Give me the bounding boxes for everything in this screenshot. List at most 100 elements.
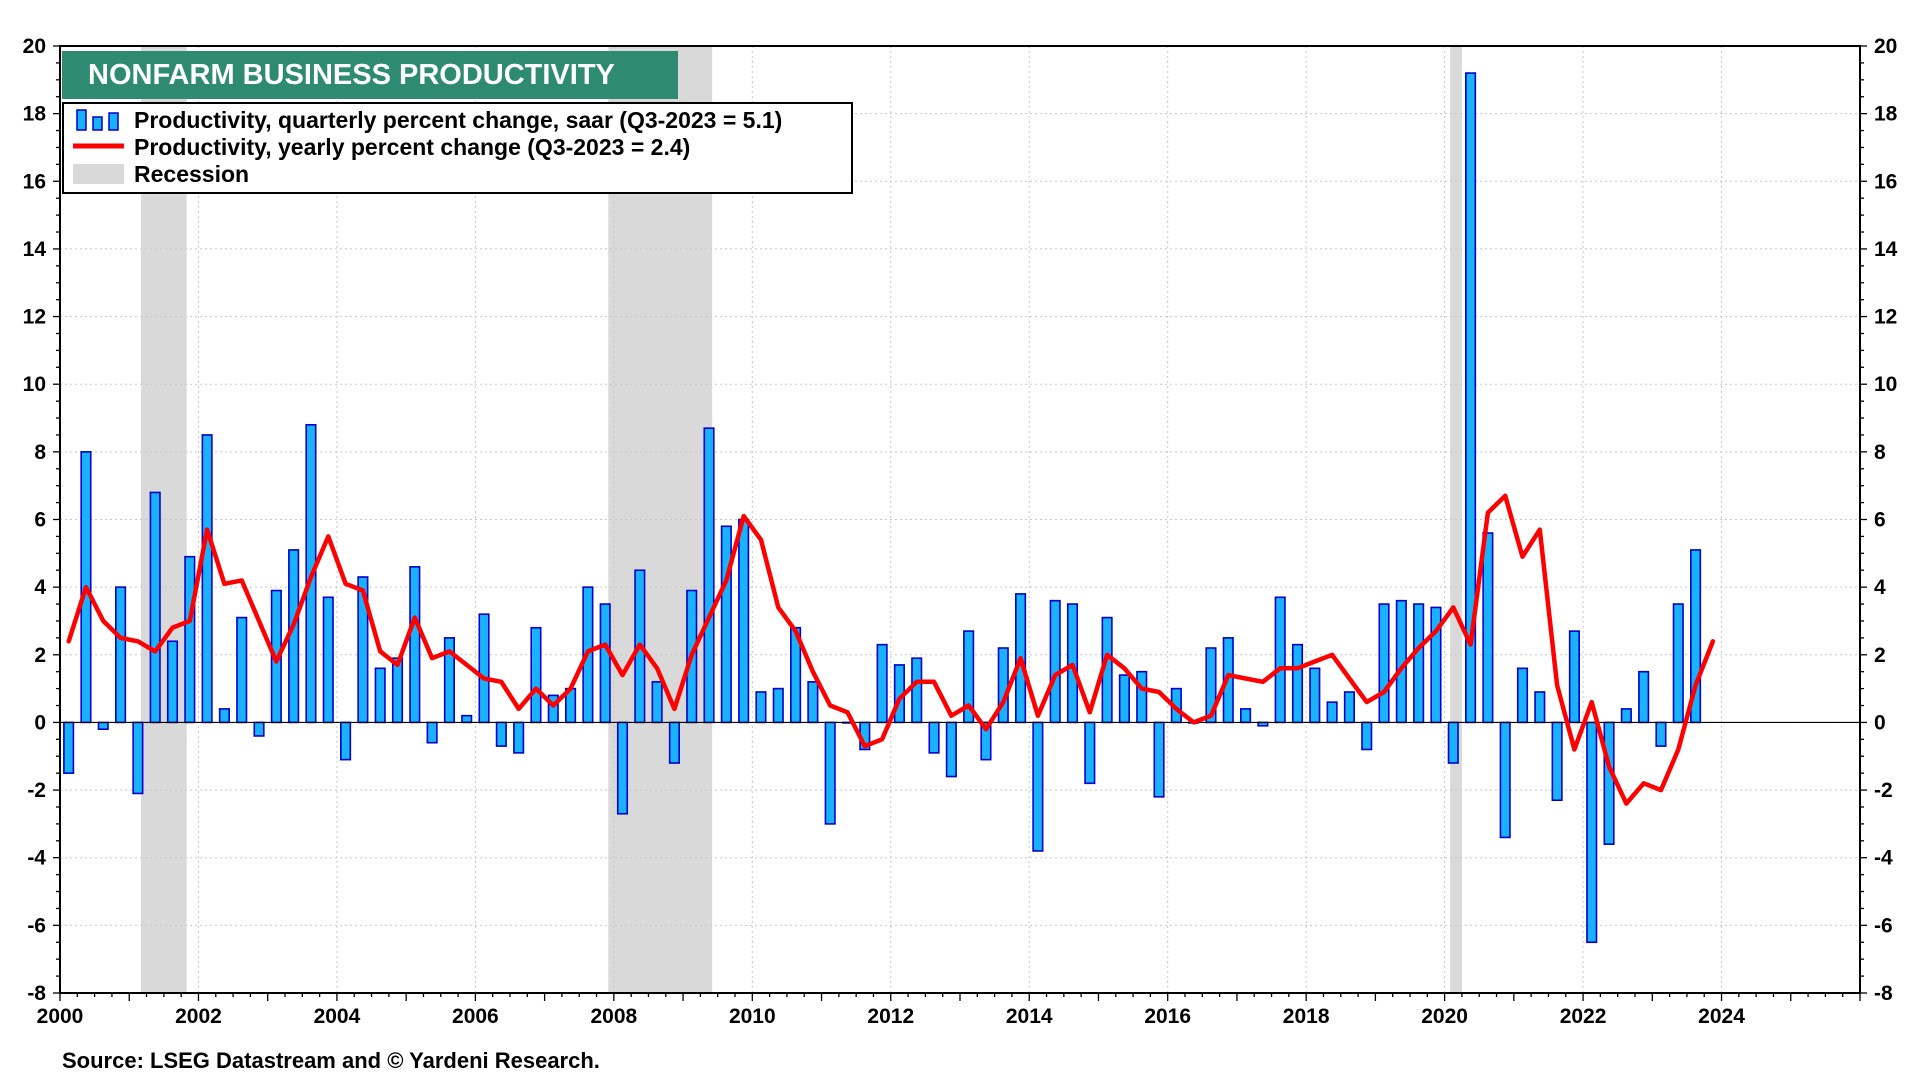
y-tick-label-right: 8 xyxy=(1874,441,1886,464)
bar xyxy=(478,613,490,724)
yearly-change-line xyxy=(66,493,1716,806)
bar xyxy=(218,708,230,724)
bar xyxy=(824,721,836,825)
bar xyxy=(651,681,663,724)
bar xyxy=(1240,708,1252,724)
bar xyxy=(530,626,542,724)
bar xyxy=(807,681,819,724)
x-tick-label: 2020 xyxy=(1421,1005,1468,1028)
bar xyxy=(391,657,404,724)
bar xyxy=(1638,670,1650,724)
bar xyxy=(1274,596,1286,724)
bar xyxy=(720,525,732,724)
bar xyxy=(374,667,386,724)
bar xyxy=(772,687,784,724)
bar xyxy=(149,491,161,724)
x-tick-label: 2014 xyxy=(1006,1005,1053,1028)
bar xyxy=(253,721,265,737)
bar xyxy=(1447,721,1459,764)
legend-box xyxy=(62,102,853,194)
y-tick-label-left: -8 xyxy=(27,982,46,1005)
y-tick-label-left: 18 xyxy=(23,103,47,126)
bar xyxy=(1655,721,1667,747)
bar xyxy=(1620,708,1632,724)
bar xyxy=(945,721,957,778)
bar xyxy=(1516,667,1529,724)
x-tick-label: 2018 xyxy=(1283,1005,1330,1028)
bar xyxy=(1482,532,1494,724)
recession-band xyxy=(141,46,187,993)
x-tick-label: 2000 xyxy=(37,1005,84,1028)
bar xyxy=(1499,721,1511,839)
x-tick-label: 2010 xyxy=(729,1005,776,1028)
bar xyxy=(755,691,767,724)
bar xyxy=(668,721,680,764)
bar xyxy=(1551,721,1563,802)
bar xyxy=(1118,674,1130,724)
y-tick-label-left: 0 xyxy=(34,711,46,734)
bar xyxy=(1291,643,1304,724)
bar xyxy=(911,657,923,724)
bar xyxy=(1084,721,1096,785)
y-tick-label-right: 0 xyxy=(1874,711,1886,734)
y-tick-label-right: -6 xyxy=(1874,914,1893,937)
title-background xyxy=(62,51,678,99)
bar xyxy=(201,434,213,724)
x-tick-label: 2012 xyxy=(867,1005,914,1028)
y-tick-label-left: 12 xyxy=(23,306,46,329)
legend-label-recession: Recession xyxy=(134,161,249,187)
y-tick-label-left: 2 xyxy=(34,644,46,667)
bar xyxy=(1378,603,1390,724)
chart-title: NONFARM BUSINESS PRODUCTIVITY xyxy=(88,59,615,91)
bar xyxy=(495,721,507,747)
bar xyxy=(599,603,611,724)
bar xyxy=(1326,701,1338,724)
axes: -8 -8 -6 -6 -4 -4 -2 -2 0 0 2 2 4 4 6 6 8 8 10 10 12 12 14 14 16… xyxy=(23,35,1898,1028)
bar xyxy=(1603,721,1615,845)
legend-bars-swatch xyxy=(76,109,119,131)
y-tick-label-right: 6 xyxy=(1874,509,1886,532)
y-tick-label-right: 16 xyxy=(1874,170,1897,193)
bar xyxy=(738,518,750,724)
yearly-line xyxy=(66,493,1716,806)
bar xyxy=(1309,667,1321,724)
y-tick-label-left: -4 xyxy=(27,847,46,870)
bar xyxy=(340,721,352,761)
bar xyxy=(1586,721,1598,944)
y-tick-label-right: 4 xyxy=(1874,576,1886,599)
bar xyxy=(876,643,888,724)
y-tick-label-left: -2 xyxy=(27,779,46,802)
y-tick-label-right: 12 xyxy=(1874,306,1897,329)
bar xyxy=(166,640,179,724)
y-tick-label-right: 20 xyxy=(1874,35,1897,58)
bar xyxy=(1343,691,1355,724)
x-tick-label: 2002 xyxy=(175,1005,222,1028)
x-tick-label: 2024 xyxy=(1698,1005,1745,1028)
legend: Productivity, quarterly percent change, … xyxy=(62,102,853,194)
bar xyxy=(928,721,940,754)
y-tick-label-left: 14 xyxy=(23,238,47,261)
y-tick-label-right: -2 xyxy=(1874,779,1893,802)
x-tick-label: 2016 xyxy=(1144,1005,1191,1028)
x-tick-label: 2022 xyxy=(1560,1005,1607,1028)
bar xyxy=(513,721,525,754)
bar xyxy=(97,721,109,730)
legend-recession-swatch xyxy=(73,164,124,184)
y-tick-label-left: 20 xyxy=(23,35,46,58)
bar xyxy=(1672,603,1684,724)
bar xyxy=(236,616,248,724)
y-tick-label-right: 10 xyxy=(1874,373,1897,396)
bar xyxy=(409,566,421,724)
y-tick-label-right: 2 xyxy=(1874,644,1886,667)
y-tick-label-left: 8 xyxy=(34,441,46,464)
bar xyxy=(1534,691,1546,724)
bar xyxy=(63,721,75,774)
bar xyxy=(132,721,144,795)
bar xyxy=(1361,721,1373,751)
x-tick-label: 2004 xyxy=(314,1005,361,1028)
bar xyxy=(1136,670,1148,724)
chart-title-box: NONFARM BUSINESS PRODUCTIVITY xyxy=(62,51,678,99)
bar xyxy=(616,721,629,815)
bar xyxy=(322,596,334,724)
